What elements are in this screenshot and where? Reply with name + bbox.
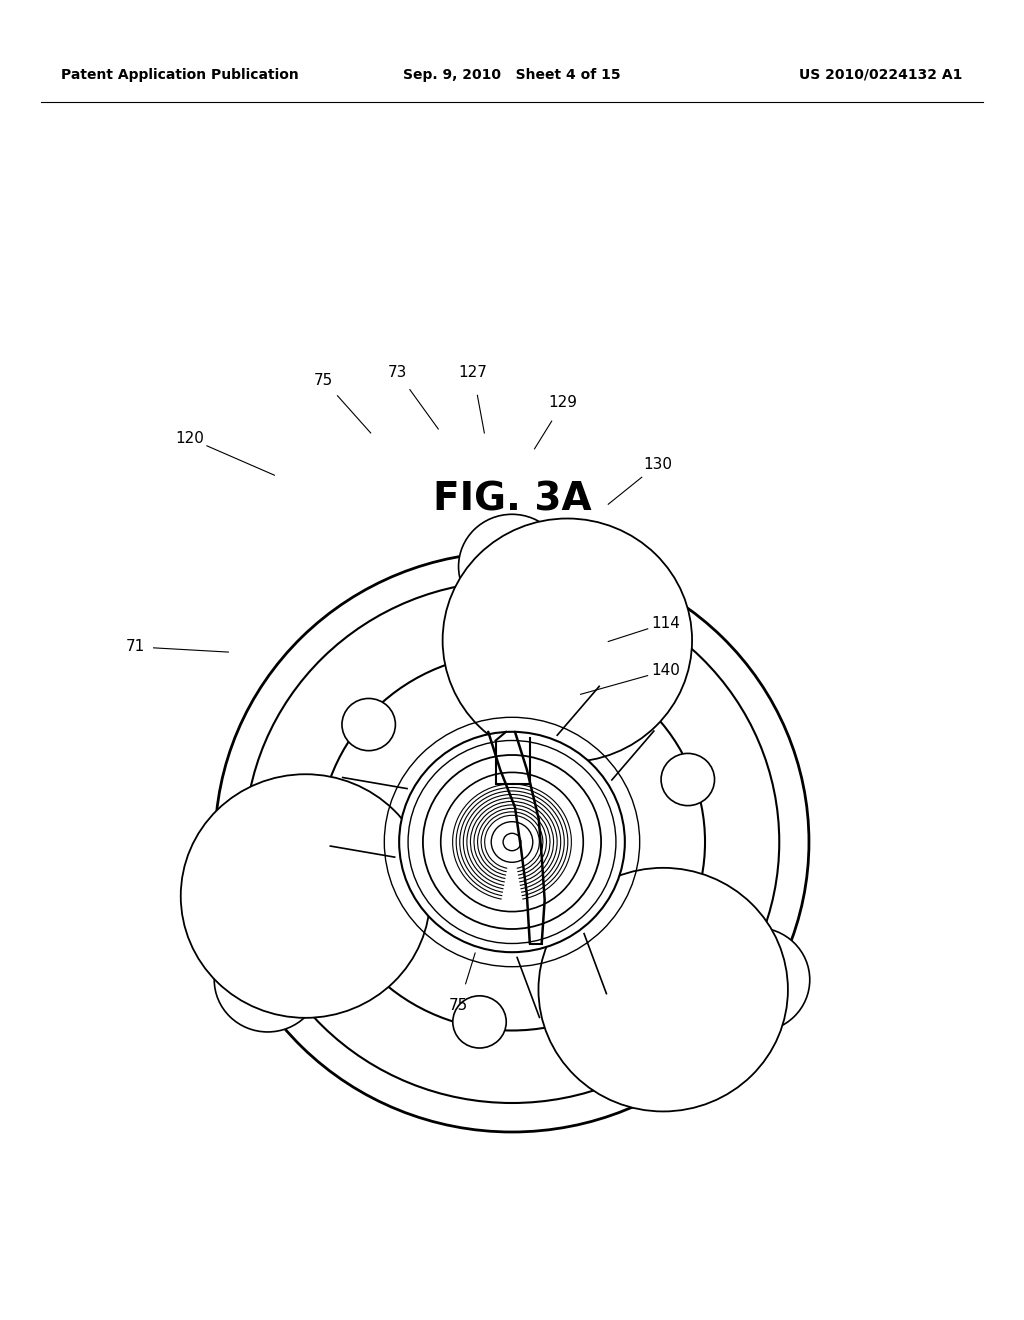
Text: 75: 75 [450,998,468,1014]
Circle shape [662,754,715,805]
Text: 129: 129 [549,395,578,411]
Text: 127: 127 [459,364,487,380]
Text: 130: 130 [643,457,672,473]
Text: 71: 71 [126,639,144,655]
Circle shape [539,867,787,1111]
Text: Patent Application Publication: Patent Application Publication [61,69,299,82]
Circle shape [503,833,521,850]
Text: 140: 140 [651,663,680,678]
Circle shape [492,821,532,862]
Circle shape [440,772,584,912]
Circle shape [319,653,705,1031]
Circle shape [423,755,601,929]
Circle shape [453,995,506,1048]
Text: 114: 114 [651,615,680,631]
Circle shape [214,928,322,1032]
Text: 73: 73 [388,364,407,380]
Circle shape [181,775,430,1018]
Text: Sep. 9, 2010   Sheet 4 of 15: Sep. 9, 2010 Sheet 4 of 15 [403,69,621,82]
Circle shape [459,515,565,619]
Text: FIG. 3A: FIG. 3A [433,480,591,519]
Circle shape [702,928,810,1032]
Circle shape [399,731,625,952]
Circle shape [215,552,809,1133]
Text: 75: 75 [314,372,333,388]
Circle shape [442,519,692,762]
Text: 120: 120 [175,430,204,446]
Circle shape [342,698,395,751]
Text: US 2010/0224132 A1: US 2010/0224132 A1 [799,69,963,82]
